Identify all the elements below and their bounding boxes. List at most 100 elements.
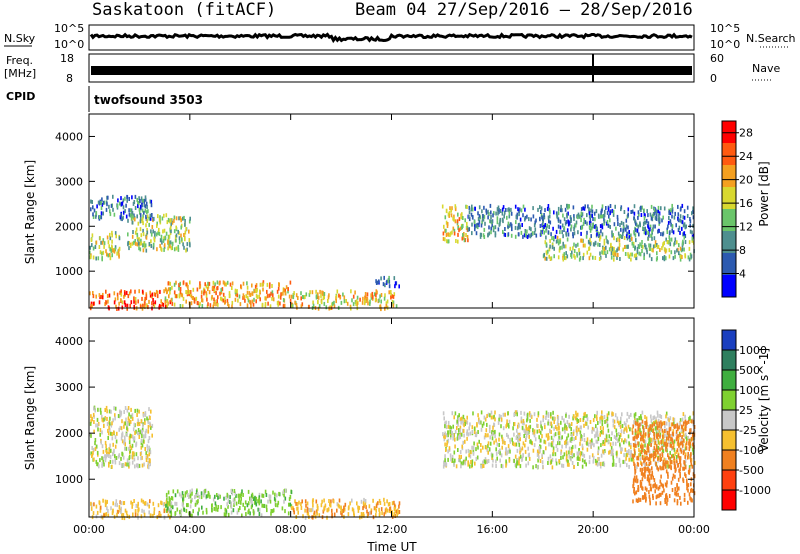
- heatmap-cell: [575, 243, 577, 248]
- heatmap-cell: [270, 291, 272, 296]
- heatmap-cell: [525, 456, 527, 461]
- heatmap-cell: [454, 429, 457, 434]
- heatmap-cell: [556, 422, 559, 426]
- heatmap-cell: [577, 242, 579, 247]
- heatmap-cell: [550, 256, 552, 261]
- heatmap-cell: [149, 450, 152, 455]
- heatmap-cell: [603, 219, 606, 224]
- heatmap-cell: [567, 423, 570, 428]
- heatmap-cell: [573, 253, 575, 258]
- heatmap-cell: [102, 459, 105, 464]
- heatmap-cell: [121, 439, 124, 444]
- heatmap-cell: [669, 443, 672, 448]
- heatmap-cell: [183, 245, 185, 250]
- heatmap-cell: [649, 439, 652, 444]
- heatmap-cell: [606, 423, 609, 428]
- heatmap-cell: [605, 235, 608, 240]
- heatmap-cell: [460, 461, 463, 466]
- heatmap-cell: [170, 513, 172, 518]
- heatmap-cell: [671, 214, 673, 219]
- heatmap-cell: [587, 239, 590, 244]
- heatmap-cell: [264, 301, 267, 306]
- heatmap-cell: [469, 431, 472, 436]
- heatmap-cell: [451, 411, 454, 416]
- heatmap-cell: [451, 230, 453, 235]
- heatmap-cell: [541, 434, 543, 439]
- heatmap-cell: [633, 420, 635, 425]
- heatmap-cell: [660, 457, 663, 461]
- heatmap-cell: [166, 508, 169, 513]
- heatmap-cell: [120, 292, 123, 297]
- heatmap-cell: [122, 513, 125, 518]
- heatmap-cell: [151, 301, 153, 306]
- heatmap-cell: [493, 440, 495, 445]
- heatmap-cell: [171, 285, 173, 290]
- heatmap-cell: [588, 455, 591, 460]
- heatmap-cell: [620, 416, 622, 421]
- heatmap-cell: [522, 234, 524, 239]
- heatmap-cell: [471, 430, 474, 434]
- heatmap-cell: [170, 218, 172, 223]
- heatmap-cell: [563, 226, 566, 231]
- heatmap-cell: [484, 433, 487, 437]
- heatmap-cell: [194, 495, 196, 500]
- heatmap-cell: [445, 208, 448, 213]
- heatmap-cell: [591, 441, 594, 446]
- heatmap-cell: [220, 296, 222, 301]
- heatmap-cell: [128, 421, 131, 426]
- heatmap-cell: [604, 246, 606, 251]
- power-x-tick-marks: [88, 114, 695, 308]
- heatmap-cell: [625, 439, 628, 444]
- heatmap-cell: [278, 491, 280, 496]
- heatmap-cell: [483, 214, 486, 219]
- heatmap-cell: [455, 464, 458, 469]
- heatmap-cell: [169, 225, 172, 230]
- heatmap-cell: [175, 238, 177, 243]
- heatmap-cell: [650, 453, 653, 458]
- heatmap-cell: [332, 499, 335, 504]
- heatmap-cell: [115, 439, 118, 444]
- heatmap-cell: [234, 297, 237, 302]
- heatmap-cell: [188, 238, 191, 243]
- heatmap-cell: [478, 419, 481, 424]
- heatmap-cell: [642, 434, 644, 439]
- heatmap-cell: [124, 462, 127, 467]
- heatmap-cell: [688, 240, 691, 245]
- heatmap-cell: [445, 239, 448, 244]
- heatmap-cell: [535, 218, 537, 223]
- heatmap-cell: [171, 301, 174, 306]
- heatmap-cell: [130, 446, 133, 451]
- heatmap-cell: [480, 427, 483, 432]
- heatmap-cell: [679, 230, 681, 235]
- heatmap-cell: [223, 512, 226, 517]
- heatmap-cell: [657, 450, 659, 455]
- heatmap-cell: [96, 423, 99, 428]
- heatmap-cell: [672, 473, 675, 478]
- heatmap-cell: [481, 220, 483, 225]
- heatmap-cell: [491, 463, 494, 468]
- heatmap-cell: [106, 417, 108, 421]
- heatmap-cell: [362, 506, 364, 511]
- heatmap-cell: [189, 292, 192, 297]
- heatmap-cell: [144, 197, 147, 202]
- heatmap-cell: [289, 298, 292, 303]
- heatmap-cell: [262, 282, 264, 287]
- heatmap-cell: [557, 419, 559, 423]
- heatmap-cell: [573, 465, 575, 469]
- power-heatmap-cells: [89, 194, 695, 312]
- heatmap-cell: [656, 465, 658, 470]
- heatmap-cell: [140, 238, 142, 243]
- heatmap-cell: [525, 433, 528, 438]
- heatmap-cell: [659, 458, 662, 462]
- heatmap-cell: [675, 459, 678, 464]
- heatmap-cell: [505, 451, 508, 456]
- heatmap-cell: [583, 206, 586, 211]
- heatmap-cell: [524, 217, 526, 222]
- heatmap-cell: [663, 488, 665, 493]
- heatmap-cell: [238, 294, 241, 299]
- heatmap-cell: [648, 253, 651, 258]
- heatmap-cell: [622, 221, 625, 226]
- heatmap-cell: [124, 406, 127, 410]
- heatmap-cell: [641, 437, 643, 442]
- heatmap-cell: [679, 214, 682, 219]
